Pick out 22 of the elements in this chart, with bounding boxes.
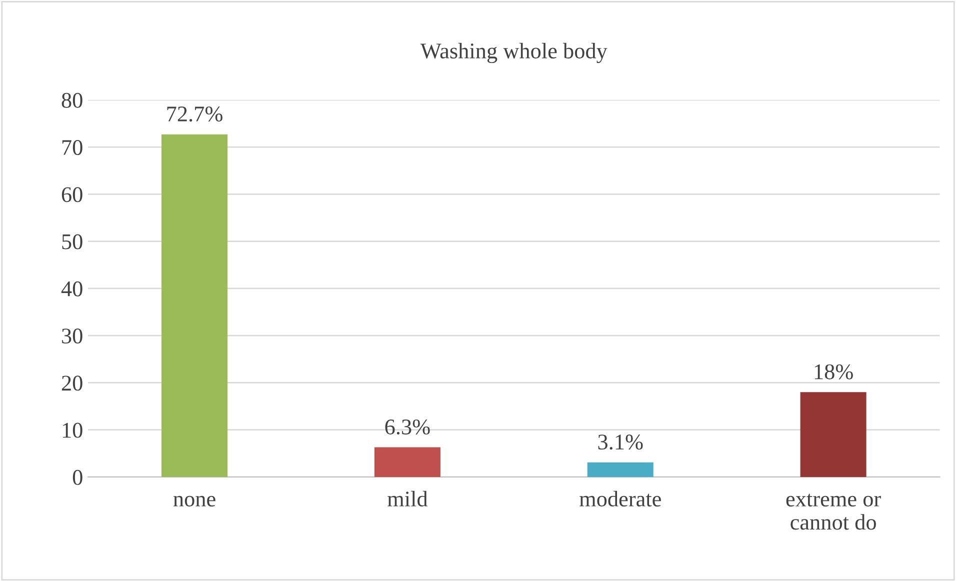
data-label: 72.7% (167, 106, 222, 122)
bar (587, 462, 654, 477)
x-tick-label: mild (388, 490, 428, 507)
y-tick-label: 70 (62, 140, 82, 155)
bar (800, 392, 866, 477)
x-tick-label: extreme or cannot do (786, 494, 881, 530)
y-tick-label: 50 (62, 234, 82, 250)
data-label: 3.1% (598, 434, 643, 450)
y-tick-label: 60 (62, 187, 82, 202)
y-tick-label: 30 (62, 328, 82, 344)
data-label: 6.3% (385, 419, 430, 435)
y-tick-label: 10 (62, 422, 82, 438)
y-tick-label: 20 (62, 376, 82, 391)
chart-title: Washing whole body (420, 42, 608, 64)
y-tick-label: 80 (62, 92, 82, 108)
data-label: 18% (814, 364, 853, 380)
x-tick-label: moderate (580, 490, 661, 507)
bar (374, 447, 440, 477)
bar (162, 134, 228, 477)
y-tick-label: 0 (72, 470, 82, 485)
x-tick-label: none (173, 496, 216, 507)
y-tick-label: 40 (61, 281, 82, 296)
